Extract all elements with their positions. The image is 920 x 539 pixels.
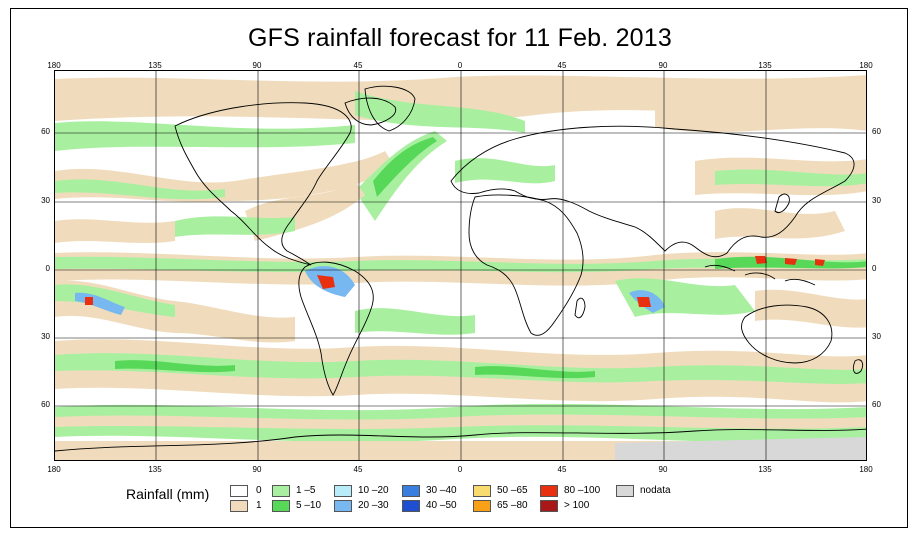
x-tick-top-5: 45 [557,61,567,70]
x-tick-bottom-3: 45 [353,465,363,474]
x-tick-bottom-6: 90 [658,465,668,474]
x-tick-bottom-4: 0 [457,465,463,474]
y-tick-left-4: 60 [41,400,50,409]
legend-label-11: > 100 [564,500,590,511]
legend-swatch-9 [473,500,491,512]
legend-label-4: 10 –20 [358,485,389,496]
y-tick-left-3: 30 [41,332,50,341]
x-tick-bottom-2: 90 [252,465,262,474]
map-title: GFS rainfall forecast for 11 Feb. 2013 [247,24,672,52]
legend-label-9: 65 –80 [497,500,528,511]
legend-label-8: 50 –65 [497,485,528,496]
legend-swatch-12 [616,485,634,497]
legend-swatch-2 [272,485,290,497]
legend-swatch-3 [272,500,290,512]
legend-swatch-7 [402,500,420,512]
y-tick-right-1: 30 [872,196,881,205]
legend-label-2: 1 –5 [296,485,316,496]
rainfall-map [54,70,867,461]
x-tick-bottom-8: 180 [859,465,873,474]
x-tick-bottom-7: 135 [758,465,772,474]
x-tick-top-8: 180 [859,61,873,70]
legend-swatch-4 [334,485,352,497]
y-tick-right-4: 60 [872,400,881,409]
x-tick-top-3: 45 [353,61,363,70]
y-tick-right-0: 60 [872,127,881,136]
legend-label-5: 20 –30 [358,500,389,511]
y-tick-right-3: 30 [872,332,881,341]
y-tick-left-1: 30 [41,196,50,205]
legend-swatch-5 [334,500,352,512]
x-tick-top-1: 135 [148,61,162,70]
y-tick-left-0: 60 [41,127,50,136]
x-tick-top-2: 90 [252,61,262,70]
x-tick-bottom-1: 135 [148,465,162,474]
figure-frame [10,8,908,528]
x-tick-top-4: 0 [457,61,463,70]
legend-swatch-6 [402,485,420,497]
x-tick-top-0: 180 [47,61,61,70]
graticule [55,71,866,460]
legend-label-12: nodata [640,485,671,496]
x-tick-top-7: 135 [758,61,772,70]
legend-swatch-1 [230,500,248,512]
legend-label-1: 1 [256,500,262,511]
x-tick-top-6: 90 [658,61,668,70]
legend-swatch-10 [540,485,558,497]
legend-swatch-0 [230,485,248,497]
legend-label-6: 30 –40 [426,485,457,496]
y-tick-right-2: 0 [872,264,877,273]
legend-swatch-8 [473,485,491,497]
legend-label-10: 80 –100 [564,485,601,496]
map-canvas [55,71,866,460]
legend-label-7: 40 –50 [426,500,457,511]
y-tick-left-2: 0 [45,264,50,273]
legend-swatch-11 [540,500,558,512]
legend-label-3: 5 –10 [296,500,322,511]
legend-label-0: 0 [256,485,262,496]
x-tick-bottom-5: 45 [557,465,567,474]
x-tick-bottom-0: 180 [47,465,61,474]
legend-title: Rainfall (mm) [126,486,210,502]
